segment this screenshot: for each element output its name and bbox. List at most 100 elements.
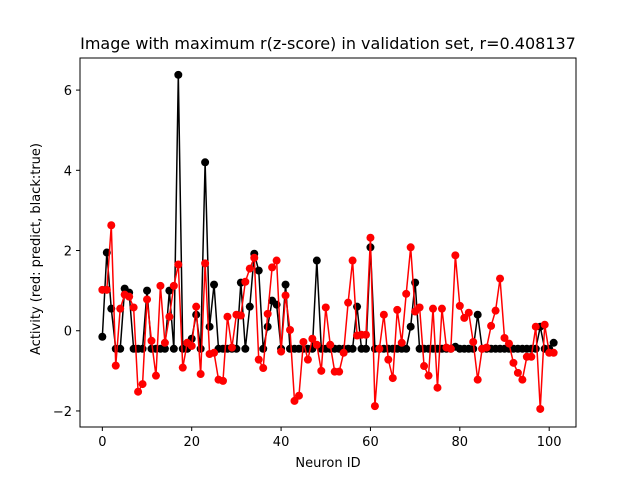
data-point xyxy=(500,333,509,342)
data-point xyxy=(496,274,505,283)
data-point xyxy=(303,355,312,364)
data-point xyxy=(433,383,442,392)
axes-frame xyxy=(79,57,577,428)
data-point xyxy=(187,341,196,350)
data-point xyxy=(272,256,281,265)
data-point xyxy=(424,371,433,380)
data-point xyxy=(277,347,286,356)
data-point xyxy=(361,330,370,339)
data-point xyxy=(210,280,219,289)
chart-title: Image with maximum r(z-score) in validat… xyxy=(80,34,576,53)
x-tick-label: 100 xyxy=(537,435,562,450)
data-point xyxy=(134,387,143,396)
y-axis-label: Activity (red: predict, black:true) xyxy=(29,143,44,355)
data-point xyxy=(375,344,384,353)
data-point xyxy=(509,358,518,367)
x-tick-label: 40 xyxy=(273,435,290,450)
data-point xyxy=(147,336,156,345)
data-point xyxy=(151,371,160,380)
data-point xyxy=(116,304,125,313)
data-point xyxy=(308,334,317,343)
data-point xyxy=(281,280,290,289)
data-point xyxy=(312,340,321,349)
data-point xyxy=(286,325,295,334)
data-point xyxy=(116,344,125,353)
plot-area xyxy=(98,70,558,413)
data-point xyxy=(259,344,268,353)
data-point xyxy=(361,344,370,353)
data-point xyxy=(487,321,496,330)
data-point xyxy=(527,352,536,361)
data-point xyxy=(299,337,308,346)
y-tick-label: 4 xyxy=(64,164,72,179)
data-point xyxy=(339,348,348,357)
data-point xyxy=(420,362,429,371)
data-point xyxy=(169,344,178,353)
data-point xyxy=(455,301,464,310)
data-point xyxy=(143,295,152,304)
data-point xyxy=(451,251,460,260)
data-point xyxy=(241,277,250,286)
data-point xyxy=(473,310,482,319)
data-point xyxy=(218,376,227,385)
data-point xyxy=(165,312,174,321)
data-point xyxy=(312,256,321,265)
data-point xyxy=(138,380,147,389)
data-point xyxy=(250,253,259,262)
data-point xyxy=(446,344,455,353)
data-point xyxy=(201,259,210,268)
data-point xyxy=(156,281,165,290)
data-point xyxy=(549,338,558,347)
data-point xyxy=(370,402,379,411)
data-point xyxy=(491,306,500,315)
data-point xyxy=(402,344,411,353)
data-point xyxy=(102,285,111,294)
data-point xyxy=(379,310,388,319)
data-point xyxy=(366,233,375,242)
data-point xyxy=(196,370,205,379)
data-point xyxy=(192,302,201,311)
x-tick-label: 0 xyxy=(98,435,106,450)
data-point xyxy=(259,364,268,373)
data-point xyxy=(344,298,353,307)
data-point xyxy=(245,264,254,273)
data-point xyxy=(469,337,478,346)
y-tick-label: 2 xyxy=(64,245,72,260)
data-point xyxy=(518,375,527,384)
data-point xyxy=(125,292,134,301)
data-point xyxy=(268,263,277,272)
x-tick-label: 20 xyxy=(183,435,200,450)
data-point xyxy=(129,303,138,312)
data-point xyxy=(504,339,513,348)
data-point xyxy=(482,343,491,352)
data-point xyxy=(513,368,522,377)
data-point xyxy=(460,313,469,322)
data-point xyxy=(254,355,263,364)
data-point xyxy=(201,158,210,167)
series-1 xyxy=(98,221,558,413)
data-point xyxy=(241,344,250,353)
data-point xyxy=(397,338,406,347)
data-point xyxy=(174,70,183,79)
data-point xyxy=(174,260,183,269)
data-point xyxy=(348,256,357,265)
data-point xyxy=(263,322,272,331)
data-point xyxy=(326,340,335,349)
data-point xyxy=(178,363,187,372)
data-point xyxy=(98,332,107,341)
x-tick-label: 80 xyxy=(452,435,469,450)
data-point xyxy=(317,366,326,375)
data-point xyxy=(111,361,120,370)
data-point xyxy=(160,338,169,347)
data-point xyxy=(196,344,205,353)
y-tick-label: 0 xyxy=(64,325,72,340)
data-point xyxy=(290,396,299,405)
data-point xyxy=(205,322,214,331)
data-point xyxy=(464,308,473,317)
data-point xyxy=(160,344,169,353)
data-point xyxy=(107,221,116,230)
data-point xyxy=(540,320,549,329)
axes: 0 20 40 60 80 100 −2 0 2 4 6 xyxy=(53,57,577,450)
data-point xyxy=(254,266,263,275)
